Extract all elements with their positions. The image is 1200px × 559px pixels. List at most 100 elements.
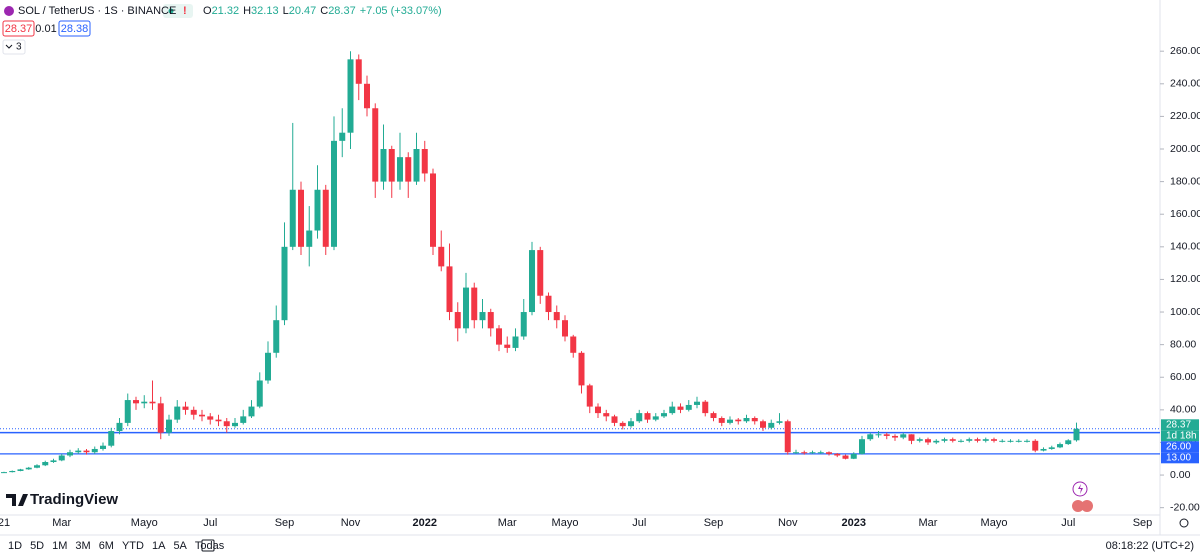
candle-body: [982, 439, 989, 441]
ohlc-letter: H: [243, 5, 251, 17]
candle-body: [17, 469, 24, 471]
ohlc-value: 32.13: [251, 5, 279, 17]
flag-icon[interactable]: [1072, 500, 1084, 512]
candle-body: [553, 312, 560, 321]
candle-body: [611, 416, 618, 423]
candle-body: [1015, 440, 1022, 442]
status-badge[interactable]: [163, 4, 193, 18]
sell-box[interactable]: [2, 20, 35, 37]
range-button[interactable]: 1M: [52, 540, 67, 552]
candle-body: [1, 472, 7, 474]
ohlc-value: 28.37: [328, 5, 356, 17]
candle-body: [603, 413, 610, 417]
candle-body: [1040, 448, 1047, 451]
y-tick-label: 240.00: [1170, 78, 1200, 90]
candle-body: [768, 422, 775, 428]
candle-body: [545, 295, 552, 313]
candle-body: [595, 406, 601, 414]
range-button[interactable]: 1D: [8, 540, 22, 552]
candle-body: [875, 434, 882, 436]
candle-body: [50, 460, 57, 463]
x-tick-label: 2022: [413, 517, 437, 529]
candle-body: [454, 312, 461, 329]
candle-body: [100, 445, 106, 449]
y-tick-label: 200.00: [1170, 143, 1200, 155]
buy-box[interactable]: [58, 20, 91, 37]
range-button[interactable]: 3M: [75, 540, 90, 552]
x-tick-label: Jul: [632, 517, 646, 529]
candle-body: [289, 189, 296, 247]
flag-icon[interactable]: [1081, 500, 1093, 512]
countdown-label: 1d 18h: [1166, 430, 1197, 441]
range-button[interactable]: 6M: [99, 540, 114, 552]
y-tick-label: 40.00: [1170, 404, 1196, 416]
candle-body: [471, 287, 478, 321]
candle-body: [751, 417, 758, 422]
calendar-icon[interactable]: [201, 539, 215, 552]
candle-body: [149, 401, 156, 404]
range-button[interactable]: 1A: [152, 540, 166, 552]
candle-body: [355, 59, 362, 84]
chevron: [5, 44, 13, 49]
range-button[interactable]: 5A: [173, 540, 187, 552]
candle-body: [116, 422, 123, 432]
candle-body: [240, 416, 247, 423]
ohlc-letter: O: [203, 5, 212, 17]
candle-body: [562, 320, 568, 337]
y-tick-label: 100.00: [1170, 306, 1200, 318]
candle-body: [652, 416, 659, 420]
candle-body: [809, 452, 816, 454]
candle-body: [966, 439, 973, 441]
ohlc-value: 21.32: [212, 5, 240, 17]
candle-body: [487, 312, 494, 329]
candle-body: [413, 149, 420, 182]
symbol-title: SOL / TetherUS · 1S · BINANCE: [18, 5, 176, 17]
indicators-toggle[interactable]: [2, 39, 26, 55]
candle-body: [364, 83, 370, 109]
candle-body: [67, 452, 73, 456]
x-tick-label: Nov: [341, 517, 361, 529]
settings-icon[interactable]: [1179, 518, 1189, 528]
candle-body: [892, 435, 898, 438]
candle-body: [669, 406, 676, 414]
candle-body: [25, 467, 32, 470]
price-line-label-bg: [1161, 441, 1199, 453]
candle-body: [710, 413, 717, 418]
candle-body: [265, 352, 271, 381]
range-button[interactable]: YTD: [122, 540, 144, 552]
candle-body: [166, 419, 172, 433]
candle-body: [578, 352, 585, 386]
y-tick-label: 260.00: [1170, 45, 1200, 57]
ohlc-value: 20.47: [289, 5, 317, 17]
candle-body: [826, 452, 832, 454]
candle-body: [1032, 440, 1039, 451]
price-line-label: 26.00: [1166, 441, 1191, 452]
candle-body: [388, 149, 395, 182]
candle-body: [900, 434, 907, 438]
candle-body: [958, 440, 964, 442]
candle-body: [718, 417, 725, 423]
x-tick-label: Mar: [52, 517, 71, 529]
range-button[interactable]: 5D: [30, 540, 44, 552]
candle-body: [75, 450, 82, 453]
candle-body: [1024, 440, 1030, 442]
candle-body: [850, 453, 857, 459]
candle-body: [661, 413, 667, 417]
range-button[interactable]: Todas: [195, 540, 225, 552]
candle-body: [314, 189, 321, 231]
candle-body: [941, 439, 948, 441]
candle-body: [520, 312, 527, 337]
y-tick-label: 180.00: [1170, 175, 1200, 187]
candle-body: [694, 401, 700, 405]
candle-body: [537, 250, 544, 296]
ohlc-letter: C: [320, 5, 328, 17]
x-tick-label: Mayo: [131, 517, 158, 529]
candle-body: [133, 400, 139, 404]
candle-body: [372, 108, 379, 182]
candle-body: [479, 312, 486, 321]
y-tick-label: 140.00: [1170, 241, 1200, 253]
candle-body: [83, 450, 90, 453]
indicator-count: 3: [16, 42, 22, 53]
candle-body: [1057, 444, 1063, 448]
